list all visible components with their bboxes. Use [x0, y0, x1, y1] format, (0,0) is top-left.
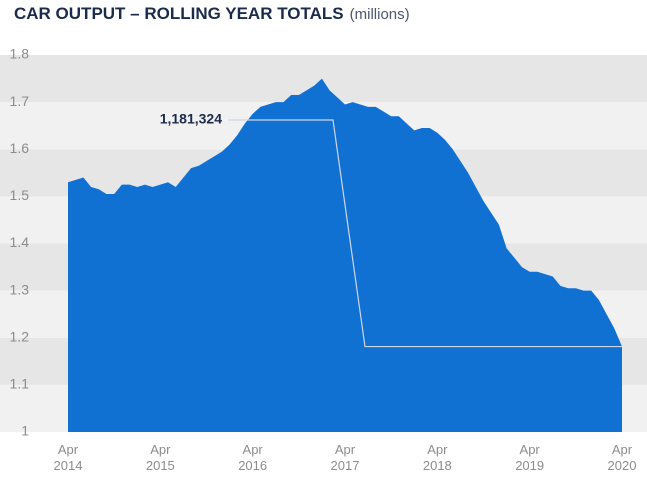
- y-tick-label: 1.7: [10, 93, 30, 109]
- y-tick-label: 1.4: [10, 234, 30, 250]
- y-tick-label: 1.8: [10, 46, 30, 62]
- x-tick-label: Apr 2014: [53, 442, 83, 473]
- y-tick-label: 1.6: [10, 140, 30, 156]
- x-tick-label: Apr 2019: [515, 442, 545, 473]
- annotation-label: 1,181,324: [160, 111, 222, 127]
- x-tick-label: Apr 2015: [145, 442, 175, 473]
- title-main: CAR OUTPUT – ROLLING YEAR TOTALS: [14, 4, 344, 23]
- annotation-line: [228, 119, 622, 348]
- y-tick-label: 1.1: [10, 376, 30, 392]
- y-tick-label: 1.2: [10, 328, 30, 344]
- chart-title: CAR OUTPUT – ROLLING YEAR TOTALS (million…: [14, 4, 410, 23]
- y-tick-label: 1.5: [10, 187, 30, 203]
- x-tick-label: Apr 2016: [238, 442, 268, 473]
- x-tick-label: Apr 2017: [330, 442, 360, 473]
- area: [68, 78, 622, 432]
- x-tick-label: Apr 2020: [607, 442, 637, 473]
- y-tick-label: 1: [21, 423, 29, 439]
- x-tick-label: Apr 2018: [422, 442, 452, 473]
- y-tick-label: 1.3: [10, 281, 30, 297]
- title-unit: (millions): [350, 6, 410, 23]
